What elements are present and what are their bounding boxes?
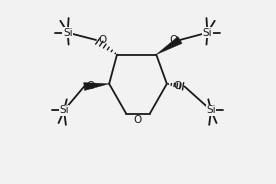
Text: O: O	[174, 81, 182, 91]
Text: Si: Si	[63, 28, 73, 38]
Text: Si: Si	[203, 28, 212, 38]
Polygon shape	[84, 83, 109, 91]
Polygon shape	[156, 37, 182, 55]
Text: O: O	[87, 81, 95, 91]
Text: O: O	[169, 35, 178, 45]
Text: O: O	[98, 35, 107, 45]
Text: O: O	[134, 115, 142, 125]
Text: Si: Si	[59, 105, 69, 115]
Text: Si: Si	[206, 105, 216, 115]
